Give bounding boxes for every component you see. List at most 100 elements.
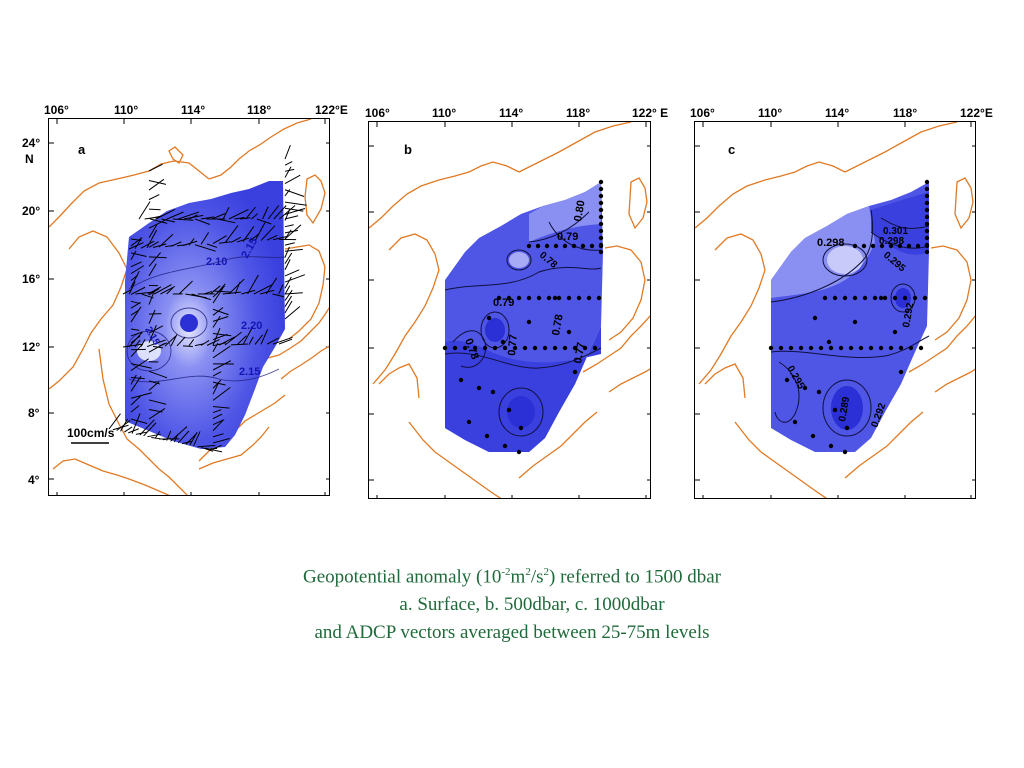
station-dot — [832, 295, 838, 301]
adcp-vector — [148, 381, 160, 391]
figure-caption-line3: and ADCP vectors averaged between 25-75m… — [314, 622, 710, 643]
adcp-vector — [284, 207, 304, 212]
adcp-vector — [212, 379, 222, 389]
adcp-vector — [150, 218, 168, 224]
station-dot — [552, 345, 558, 351]
lon-label: 118° — [566, 106, 591, 120]
station-dot — [562, 345, 568, 351]
adcp-vector — [146, 339, 166, 348]
station-dot — [486, 315, 492, 321]
adcp-vector — [148, 194, 160, 201]
station-dot — [598, 179, 604, 185]
contour-lines — [444, 211, 602, 437]
adcp-vector — [189, 431, 198, 446]
adcp-vector — [284, 224, 302, 240]
adcp-vector — [248, 336, 254, 345]
adcp-vector — [166, 430, 172, 441]
map-frame: 0.298 0.301 0.298 0.295 0.292 0.295 0.28… — [694, 121, 976, 499]
station-dot — [500, 339, 506, 345]
station-dot — [556, 295, 562, 301]
station-dot — [848, 345, 854, 351]
adcp-vector — [130, 335, 141, 344]
adcp-vector — [130, 328, 140, 331]
adcp-vector — [284, 168, 295, 172]
adcp-vector — [176, 336, 186, 347]
adcp-vector — [222, 206, 230, 220]
adcp-vector — [161, 218, 176, 223]
contour-label: 0.79 — [493, 297, 514, 309]
station-dot — [526, 243, 532, 249]
station-dot — [818, 345, 824, 351]
station-dot — [808, 345, 814, 351]
lon-label: 118° — [247, 103, 272, 117]
station-dot — [924, 207, 930, 213]
station-dot — [536, 295, 542, 301]
station-dot — [778, 345, 784, 351]
adcp-vector — [148, 313, 162, 315]
lat-label: 16° — [22, 272, 41, 286]
station-dot — [838, 345, 844, 351]
station-dot — [598, 243, 604, 249]
adcp-vector — [122, 289, 132, 295]
lon-label: 114° — [825, 106, 850, 120]
map-canvas: 0.80 0.79 0.78 0.79 0.78 0.77 0.78 0.77 — [369, 122, 650, 498]
adcp-vector — [212, 413, 223, 420]
adcp-vector — [200, 232, 210, 245]
adcp-vector — [130, 238, 142, 241]
station-dot — [810, 433, 816, 439]
station-dots — [442, 179, 604, 455]
station-dot — [902, 295, 908, 301]
station-dot — [490, 389, 496, 395]
lon-label: 114° — [181, 103, 206, 117]
adcp-vector — [130, 237, 143, 247]
station-dot — [924, 200, 930, 206]
station-dot — [842, 449, 848, 455]
station-dot — [580, 243, 586, 249]
contour-lines — [770, 209, 930, 437]
station-dot — [576, 295, 582, 301]
adcp-vector — [284, 274, 306, 283]
adcp-vector — [130, 301, 141, 309]
station-dot — [476, 385, 482, 391]
station-dot — [598, 193, 604, 199]
station-dot — [924, 228, 930, 234]
adcp-vector — [211, 213, 226, 220]
adcp-vector — [181, 440, 192, 445]
adcp-vector — [212, 437, 230, 444]
scale-label: 100cm/s — [67, 426, 115, 440]
station-dot — [898, 369, 904, 375]
adcp-vector — [212, 307, 224, 316]
adcp-vector — [228, 278, 245, 295]
adcp-vector — [284, 174, 301, 185]
lon-label: 106° — [365, 106, 390, 120]
adcp-vector — [130, 375, 142, 392]
station-dot — [442, 345, 448, 351]
adcp-vector — [260, 329, 269, 345]
station-dot — [872, 295, 878, 301]
station-dot — [788, 345, 794, 351]
station-dot — [862, 295, 868, 301]
panel-letter: a — [78, 142, 86, 157]
station-dot — [544, 243, 550, 249]
station-dot — [912, 295, 918, 301]
adcp-vector — [284, 189, 305, 197]
figure-caption-line1: Geopotential anomaly (10-2m2/s2) referre… — [302, 566, 721, 588]
adcp-vector — [212, 342, 227, 347]
station-dot — [522, 345, 528, 351]
adcp-vector — [147, 433, 161, 438]
station-dot — [898, 345, 904, 351]
station-dot — [924, 243, 930, 249]
station-dot — [598, 200, 604, 206]
adcp-vector — [130, 405, 140, 413]
adcp-vector — [272, 336, 293, 345]
adcp-vector — [166, 211, 184, 220]
adcp-vector — [170, 334, 178, 347]
station-dot — [598, 214, 604, 220]
adcp-vector — [177, 430, 190, 444]
adcp-vector — [272, 293, 285, 298]
adcp-vector — [148, 325, 164, 334]
map-frame: 0.80 0.79 0.78 0.79 0.78 0.77 0.78 0.77 — [368, 121, 651, 499]
adcp-vector — [200, 340, 210, 346]
adcp-vector — [284, 215, 299, 220]
adcp-vector — [278, 284, 284, 295]
